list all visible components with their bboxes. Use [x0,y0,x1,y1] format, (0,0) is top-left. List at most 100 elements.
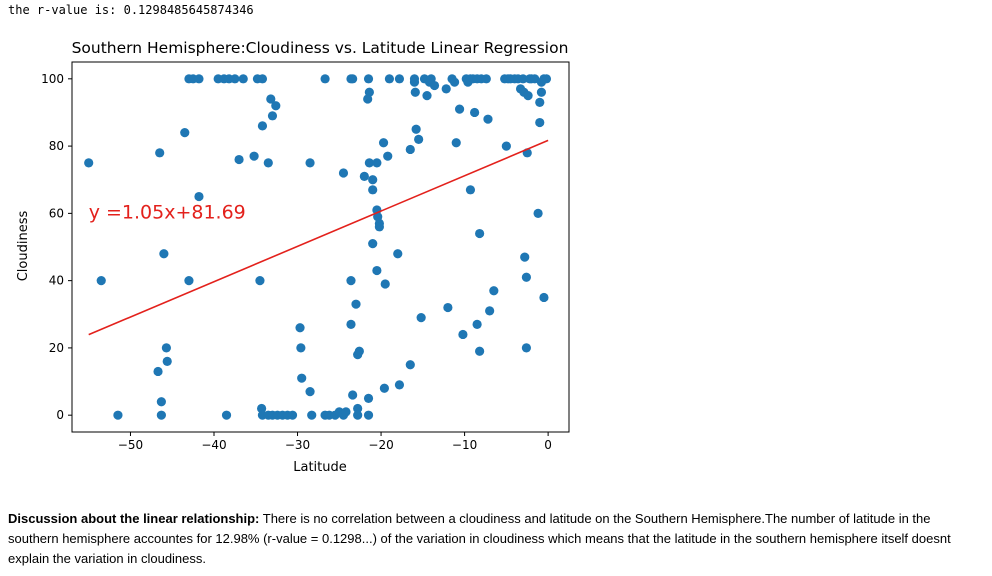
data-point [411,124,421,134]
data-point [363,393,374,403]
data-point [454,104,465,114]
data-point [449,77,460,87]
data-point [394,74,405,84]
discussion-heading: Discussion about the linear relationship… [8,511,260,526]
data-point [155,148,165,158]
discussion-paragraph: Discussion about the linear relationship… [8,509,984,569]
data-point [409,77,420,87]
x-tick-label: −40 [201,438,226,452]
data-point [393,249,403,259]
data-point [429,80,440,91]
data-point [305,387,315,397]
data-point [364,158,374,168]
data-point [156,397,166,407]
data-point [363,94,373,104]
data-point [295,323,305,333]
data-point [296,343,306,353]
y-tick-label: 20 [49,341,64,355]
x-axis-label: Latitude [293,460,347,475]
y-axis-label: Cloudiness [16,211,31,282]
data-point [410,87,420,97]
data-point [518,74,528,84]
data-point [156,410,166,420]
data-point [378,138,389,148]
data-point [520,252,530,262]
data-point [353,410,363,420]
data-point [113,410,123,420]
data-point [380,279,390,289]
data-point [483,114,493,124]
data-point [379,383,389,393]
data-point [368,175,378,185]
x-tick-label: −30 [285,438,310,452]
data-point [536,87,547,97]
data-point [346,276,356,286]
data-point [470,107,480,118]
data-point [353,403,363,414]
data-point [523,91,533,101]
data-point [383,151,393,161]
data-point [521,343,532,353]
data-point [394,380,405,390]
x-axis-ticks: −50 −40 −30 −20 −10 0 [118,432,552,452]
data-point [184,276,194,286]
data-point [234,154,244,165]
x-tick-label: −50 [118,438,143,452]
data-point [162,356,172,366]
data-point [535,117,545,128]
data-point [238,74,248,84]
y-tick-label: 60 [49,206,64,220]
data-point [485,306,495,316]
data-point [414,134,424,144]
y-tick-label: 0 [56,408,64,422]
data-point [475,346,485,356]
data-point [372,158,382,168]
scatter-chart: Southern Hemisphere:Cloudiness vs. Latit… [16,39,570,475]
data-point [266,94,276,104]
data-point [194,74,204,84]
data-point [501,141,511,151]
data-point [257,121,268,131]
data-point [443,302,453,313]
data-point [372,265,382,276]
discussion-body: There is no correlation between a cloudi… [8,511,951,566]
data-point [320,74,330,84]
data-point [405,360,415,370]
data-point [359,171,369,181]
data-point [363,410,374,420]
data-point [348,74,358,84]
data-point [348,390,358,400]
data-point [405,144,415,155]
data-point [441,84,451,94]
data-point [472,319,482,329]
chart-title: Southern Hemisphere:Cloudiness vs. Latit… [72,39,569,57]
data-point [338,168,349,178]
points-layer [84,74,552,420]
data-point [221,410,232,420]
data-point [271,101,281,111]
data-point [368,185,378,195]
data-point [384,74,395,84]
data-point [180,128,190,138]
data-point [416,313,426,323]
data-point [153,366,163,377]
data-point [481,74,491,84]
data-point [307,410,317,420]
data-point [84,158,94,168]
data-point [475,228,485,239]
x-tick-label: −20 [368,438,393,452]
data-point [422,91,432,101]
data-point [257,403,267,414]
data-point [249,151,259,161]
data-point [341,407,351,417]
data-point [255,276,265,286]
regression-equation: y =1.05x+81.69 [89,201,246,223]
data-point [465,185,476,195]
data-point [267,111,278,121]
data-point [533,208,543,218]
data-point [305,158,315,168]
y-tick-label: 80 [49,139,64,153]
plot-frame [71,61,570,433]
x-tick-label: −10 [452,438,477,452]
data-point [297,373,307,383]
